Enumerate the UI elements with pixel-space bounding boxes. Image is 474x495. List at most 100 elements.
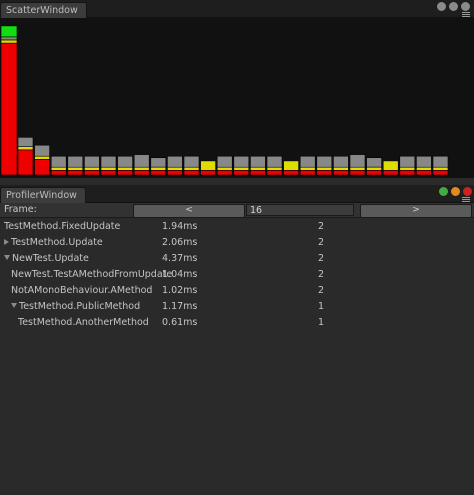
frame-bar-9-segment-2[interactable] <box>150 157 167 168</box>
profiler-row[interactable]: NewTest.Update 4.37ms 2 <box>0 251 474 266</box>
frame-bar-6-segment-2[interactable] <box>100 155 117 168</box>
frame-bar-6-segment-0[interactable] <box>100 170 117 176</box>
frame-bar-7-segment-2[interactable] <box>117 155 133 168</box>
frame-bar-3-segment-1[interactable] <box>50 166 67 171</box>
frame-bar-9-segment-1[interactable] <box>150 166 167 171</box>
frame-bar-22-segment-1[interactable] <box>366 166 382 171</box>
window-menu-icon[interactable] <box>462 197 470 202</box>
frame-bar-20-segment-1[interactable] <box>333 166 349 171</box>
frame-bar-21-segment-1[interactable] <box>349 166 366 171</box>
frame-bar-0-segment-0[interactable] <box>0 42 18 176</box>
frame-bar-24-segment-1[interactable] <box>399 166 416 171</box>
frame-bar-15-segment-0[interactable] <box>250 170 266 176</box>
frame-bar-7-segment-0[interactable] <box>117 170 133 176</box>
frame-bar-16-segment-1[interactable] <box>266 166 283 171</box>
profiler-row[interactable]: TestMethod.FixedUpdate 1.94ms 2 <box>0 219 474 234</box>
frame-bar-21-segment-2[interactable] <box>349 154 366 168</box>
frame-bar-20-segment-2[interactable] <box>333 155 349 168</box>
frame-bar-5-segment-1[interactable] <box>84 166 100 171</box>
frame-bar-9-segment-0[interactable] <box>150 170 167 176</box>
frame-bar-23-segment-1[interactable] <box>382 160 399 171</box>
profiler-row[interactable]: TestMethod.AnotherMethod 0.61ms 1 <box>0 315 474 330</box>
frame-bar-6-segment-1[interactable] <box>100 166 117 171</box>
foldout-expanded-icon[interactable] <box>4 255 10 260</box>
frame-bar-5-segment-2[interactable] <box>84 155 100 168</box>
frame-bar-3-segment-2[interactable] <box>50 155 67 168</box>
frame-bar-4-segment-0[interactable] <box>67 170 84 176</box>
profiler-row[interactable]: NewTest.TestAMethodFromUpdate 1.04ms 2 <box>0 267 474 282</box>
frame-bar-20-segment-0[interactable] <box>333 170 349 176</box>
frame-bar-1-segment-2[interactable] <box>17 137 34 148</box>
frame-bar-26-segment-1[interactable] <box>432 166 449 171</box>
frame-bar-2-segment-2[interactable] <box>34 144 50 157</box>
frame-bar-17-segment-0[interactable] <box>283 170 299 176</box>
scatter-chart[interactable] <box>0 18 474 178</box>
foldout-expanded-icon[interactable] <box>11 303 17 308</box>
frame-bar-13-segment-1[interactable] <box>216 166 233 171</box>
frame-bar-4-segment-1[interactable] <box>67 166 84 171</box>
frame-bar-0-segment-2[interactable] <box>0 36 18 41</box>
frame-bar-18-segment-1[interactable] <box>299 166 316 171</box>
frame-bar-10-segment-0[interactable] <box>167 170 183 176</box>
profiler-row[interactable]: TestMethod.Update 2.06ms 2 <box>0 235 474 250</box>
window-settings-icon[interactable] <box>451 187 460 196</box>
frame-bar-11-segment-2[interactable] <box>183 155 200 168</box>
next-frame-button[interactable]: > <box>360 204 472 218</box>
window-refresh-icon[interactable] <box>439 187 448 196</box>
window-close-icon[interactable] <box>461 2 470 11</box>
frame-bar-16-segment-2[interactable] <box>266 155 283 168</box>
window-lock-icon[interactable] <box>437 2 446 11</box>
frame-bar-12-segment-0[interactable] <box>200 170 216 176</box>
frame-bar-8-segment-1[interactable] <box>133 166 150 171</box>
frame-bar-15-segment-2[interactable] <box>250 155 266 168</box>
profiler-window-tab[interactable]: ProfilerWindow <box>0 187 86 203</box>
scatter-window-tab[interactable]: ScatterWindow <box>0 2 87 18</box>
frame-bar-5-segment-0[interactable] <box>84 170 100 176</box>
frame-bar-24-segment-0[interactable] <box>399 170 416 176</box>
frame-bar-14-segment-2[interactable] <box>233 155 250 168</box>
frame-bar-13-segment-2[interactable] <box>216 155 233 168</box>
frame-bar-19-segment-0[interactable] <box>316 170 333 176</box>
frame-bar-3-segment-0[interactable] <box>50 170 67 176</box>
frame-bar-8-segment-2[interactable] <box>133 154 150 168</box>
frame-bar-25-segment-0[interactable] <box>416 170 432 176</box>
frame-bar-18-segment-2[interactable] <box>299 155 316 168</box>
frame-bar-25-segment-2[interactable] <box>416 155 432 168</box>
frame-bar-13-segment-0[interactable] <box>216 170 233 176</box>
window-maximize-icon[interactable] <box>449 2 458 11</box>
frame-bar-14-segment-0[interactable] <box>233 170 250 176</box>
frame-bar-0-segment-3[interactable] <box>0 25 18 38</box>
profiler-row[interactable]: NotAMonoBehaviour.AMethod 1.02ms 2 <box>0 283 474 298</box>
frame-bar-24-segment-2[interactable] <box>399 155 416 168</box>
profiler-row[interactable]: TestMethod.PublicMethod 1.17ms 1 <box>0 299 474 314</box>
frame-bar-1-segment-0[interactable] <box>17 149 34 176</box>
frame-bar-0-segment-1[interactable] <box>0 39 18 44</box>
window-menu-icon[interactable] <box>462 12 470 17</box>
frame-bar-8-segment-0[interactable] <box>133 170 150 176</box>
frame-number-field[interactable]: 16 <box>246 204 354 216</box>
frame-bar-21-segment-0[interactable] <box>349 170 366 176</box>
frame-bar-22-segment-0[interactable] <box>366 170 382 176</box>
prev-frame-button[interactable]: < <box>133 204 245 218</box>
frame-bar-2-segment-1[interactable] <box>34 155 50 160</box>
frame-bar-11-segment-0[interactable] <box>183 170 200 176</box>
frame-bar-26-segment-0[interactable] <box>432 170 449 176</box>
frame-bar-15-segment-1[interactable] <box>250 166 266 171</box>
frame-bar-11-segment-1[interactable] <box>183 166 200 171</box>
frame-bar-23-segment-0[interactable] <box>382 170 399 176</box>
frame-bar-19-segment-1[interactable] <box>316 166 333 171</box>
window-close-icon[interactable] <box>463 187 472 196</box>
frame-bar-22-segment-2[interactable] <box>366 157 382 168</box>
frame-bar-10-segment-1[interactable] <box>167 166 183 171</box>
foldout-collapsed-icon[interactable] <box>4 239 9 245</box>
frame-bar-12-segment-1[interactable] <box>200 160 216 171</box>
frame-bar-10-segment-2[interactable] <box>167 155 183 168</box>
frame-bar-25-segment-1[interactable] <box>416 166 432 171</box>
frame-bar-26-segment-2[interactable] <box>432 155 449 168</box>
frame-bar-14-segment-1[interactable] <box>233 166 250 171</box>
frame-bar-7-segment-1[interactable] <box>117 166 133 171</box>
frame-bar-17-segment-1[interactable] <box>283 160 299 171</box>
frame-bar-19-segment-2[interactable] <box>316 155 333 168</box>
frame-bar-18-segment-0[interactable] <box>299 170 316 176</box>
frame-bar-1-segment-1[interactable] <box>17 146 34 151</box>
